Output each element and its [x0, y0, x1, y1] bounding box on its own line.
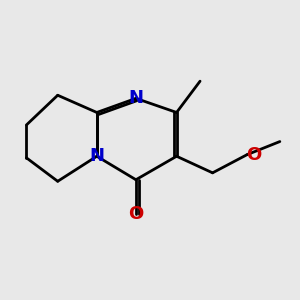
Text: O: O: [128, 205, 143, 223]
Text: O: O: [247, 146, 262, 164]
Text: N: N: [128, 89, 143, 107]
Text: N: N: [89, 147, 104, 165]
